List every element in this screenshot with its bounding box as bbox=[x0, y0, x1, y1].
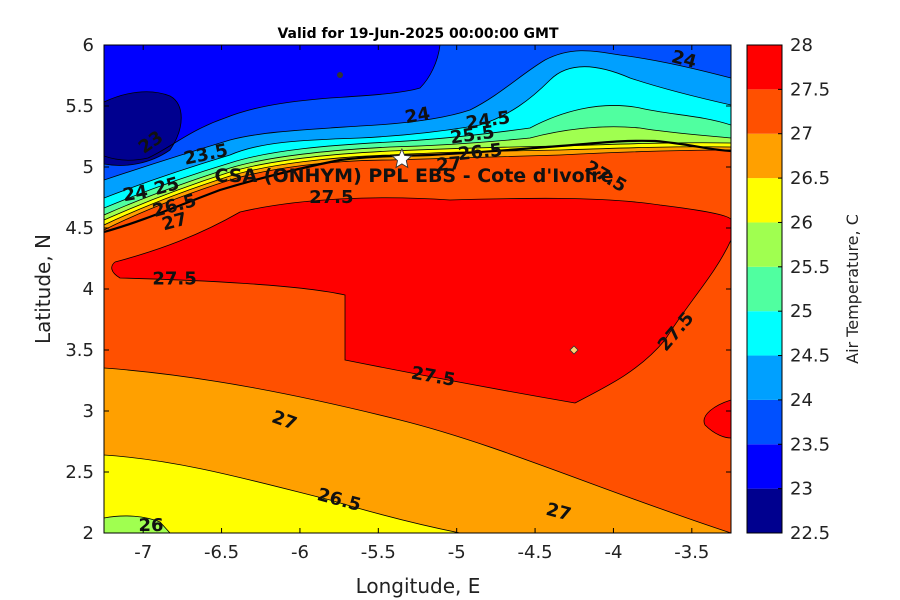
y-axis: 2 2.5 3 3.5 4 4.5 5 5.5 6 bbox=[65, 35, 731, 544]
colorbar bbox=[746, 44, 783, 534]
station-star-icon bbox=[391, 147, 413, 169]
y-tick-label: 5.5 bbox=[65, 96, 94, 117]
x-tick-label: -5 bbox=[448, 542, 466, 563]
y-tick-label: 5 bbox=[83, 157, 94, 178]
colorbar-tick-label: 26.5 bbox=[790, 168, 830, 189]
y-axis-label: Latitude, N bbox=[31, 234, 55, 344]
y-tick-label: 6 bbox=[83, 35, 94, 56]
colorbar-segment bbox=[747, 488, 782, 533]
colorbar-tick-label: 27.5 bbox=[790, 79, 830, 100]
colorbar-segment bbox=[747, 133, 782, 179]
colorbar-segment bbox=[747, 311, 782, 356]
x-tick-label: -6.5 bbox=[204, 542, 239, 563]
colorbar-segment bbox=[747, 222, 782, 267]
x-tick-label: -6 bbox=[291, 542, 309, 563]
x-tick-label: -4 bbox=[604, 542, 622, 563]
x-tick-label: -5.5 bbox=[361, 542, 396, 563]
x-axis-label: Longitude, E bbox=[356, 574, 481, 598]
marker-diamond bbox=[569, 345, 579, 355]
colorbar-segment bbox=[747, 266, 782, 312]
contour-label: 27.5 bbox=[152, 269, 196, 290]
contour-label: 27 bbox=[435, 153, 462, 176]
colorbar-tick-label: 26 bbox=[790, 212, 813, 233]
band-26-26.5-south bbox=[104, 455, 460, 533]
contour-label: 26 bbox=[138, 515, 163, 536]
colorbar-tick-label: 23 bbox=[790, 479, 813, 500]
x-tick-label: -4.5 bbox=[518, 542, 553, 563]
colorbar-segment bbox=[747, 45, 782, 90]
colorbar-ticks: 22.5 23 23.5 24 24.5 25 25.5 26 26.5 27 27.5 28 bbox=[778, 35, 830, 544]
colorbar-tick-label: 23.5 bbox=[790, 434, 830, 455]
contour-label: 24 bbox=[403, 103, 431, 128]
marker-dot bbox=[337, 72, 343, 78]
colorbar-segment bbox=[747, 444, 782, 489]
x-tick-label: -7 bbox=[134, 542, 152, 563]
band-25.5-26-south bbox=[104, 515, 170, 533]
x-axis: -7 -6.5 -6 -5.5 -5 -4.5 -4 -3.5 bbox=[134, 45, 709, 563]
isolines bbox=[104, 45, 731, 533]
colorbar-segment bbox=[747, 355, 782, 400]
band-27.5-28-east bbox=[704, 400, 731, 438]
colorbar-segment bbox=[747, 178, 782, 223]
colorbar-tick-label: 25 bbox=[790, 301, 813, 322]
y-tick-label: 4 bbox=[83, 279, 94, 300]
colorbar-tick-label: 27 bbox=[790, 124, 813, 145]
contour-label: 24 bbox=[121, 181, 149, 206]
y-tick-label: 3 bbox=[83, 401, 94, 422]
contour-label: 26.5 bbox=[457, 140, 503, 166]
contour-label: 27.5 bbox=[309, 187, 353, 208]
colorbar-tick-label: 25.5 bbox=[790, 257, 830, 278]
colorbar-tick-label: 24.5 bbox=[790, 346, 830, 367]
band-22.5-23 bbox=[104, 91, 182, 166]
y-tick-label: 3.5 bbox=[65, 340, 94, 361]
colorbar-segment bbox=[747, 89, 782, 134]
colorbar-tick-label: 28 bbox=[790, 35, 813, 56]
colorbar-tick-label: 24 bbox=[790, 390, 813, 411]
y-tick-label: 2 bbox=[83, 523, 94, 544]
chart-title: Valid for 19-Jun-2025 00:00:00 GMT bbox=[277, 26, 559, 42]
y-tick-label: 4.5 bbox=[65, 218, 94, 239]
coastline bbox=[104, 139, 731, 234]
colorbar-label: Air Temperature, C bbox=[843, 214, 862, 364]
band-23-23.5 bbox=[104, 45, 440, 161]
x-tick-label: -3.5 bbox=[674, 542, 709, 563]
colorbar-tick-label: 22.5 bbox=[790, 523, 830, 544]
y-tick-label: 2.5 bbox=[65, 462, 94, 483]
station-label: CSA (ONHYM) PPL EBS - Cote d'Ivoire bbox=[214, 165, 613, 187]
colorbar-segment bbox=[747, 399, 782, 445]
colorbar-frame bbox=[746, 44, 783, 534]
